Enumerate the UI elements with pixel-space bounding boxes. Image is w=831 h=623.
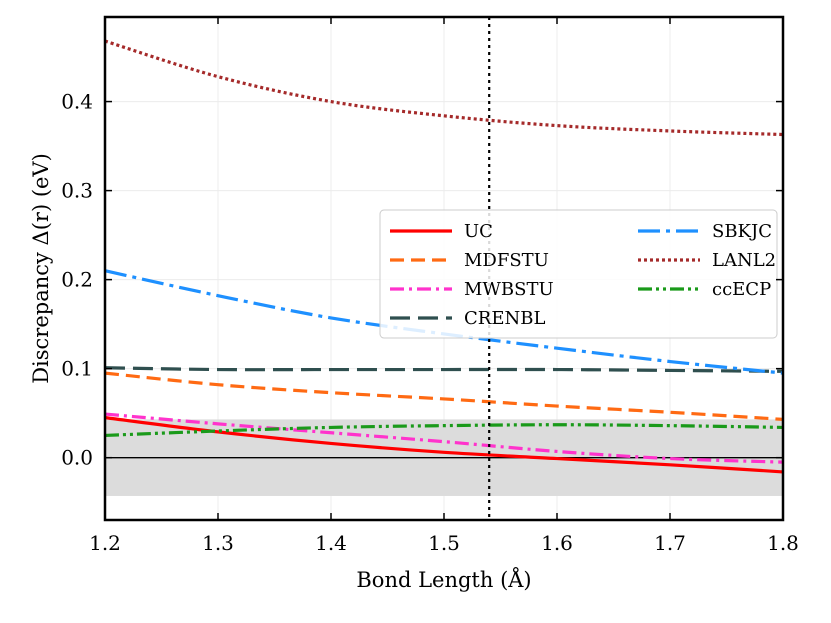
series-line-uc bbox=[104, 416, 784, 474]
axis-ticks: 1.2 1.3 1.4 1.5 1.6 1.7 1.8 0.0 0.1 0.2 0.3 0.4 bbox=[61, 17, 799, 555]
legend-box bbox=[379, 209, 778, 339]
x-axis-label: Bond Length (Å) bbox=[356, 567, 531, 592]
y-tick-label: 0.4 bbox=[61, 90, 93, 114]
legend-label-mwbstu: MWBSTU bbox=[464, 279, 554, 300]
legend-label-uc: UC bbox=[464, 221, 493, 242]
legend-label-mdfstu: MDFSTU bbox=[464, 250, 549, 271]
x-tick-label: 1.8 bbox=[767, 531, 799, 555]
x-tick-label: 1.3 bbox=[202, 531, 234, 555]
legend: UC MDFSTU MWBSTU CRENBL SBKJC LANL2 ccECP bbox=[379, 209, 778, 339]
series-line-mdfstu bbox=[104, 371, 784, 421]
legend-label-lanl2: LANL2 bbox=[712, 250, 776, 271]
x-tick-label: 1.2 bbox=[89, 531, 121, 555]
series-line-ccecp bbox=[104, 423, 784, 438]
x-tick-label: 1.6 bbox=[541, 531, 573, 555]
legend-label-sbkjc: SBKJC bbox=[712, 221, 772, 242]
y-tick-label: 0.2 bbox=[61, 268, 93, 292]
series-line-mwbstu bbox=[104, 412, 784, 464]
legend-label-crenbl: CRENBL bbox=[464, 308, 545, 329]
y-tick-label: 0.3 bbox=[61, 179, 93, 203]
series-line-lanl2 bbox=[104, 39, 784, 137]
series-line-crenbl bbox=[104, 366, 784, 373]
y-tick-label: 0.0 bbox=[61, 446, 93, 470]
y-axis-label: Discrepancy Δ(r) (eV) bbox=[29, 153, 53, 384]
x-tick-label: 1.7 bbox=[654, 531, 686, 555]
legend-label-ccecp: ccECP bbox=[712, 279, 771, 300]
x-tick-label: 1.4 bbox=[315, 531, 347, 555]
x-tick-label: 1.5 bbox=[428, 531, 460, 555]
y-tick-label: 0.1 bbox=[61, 357, 93, 381]
